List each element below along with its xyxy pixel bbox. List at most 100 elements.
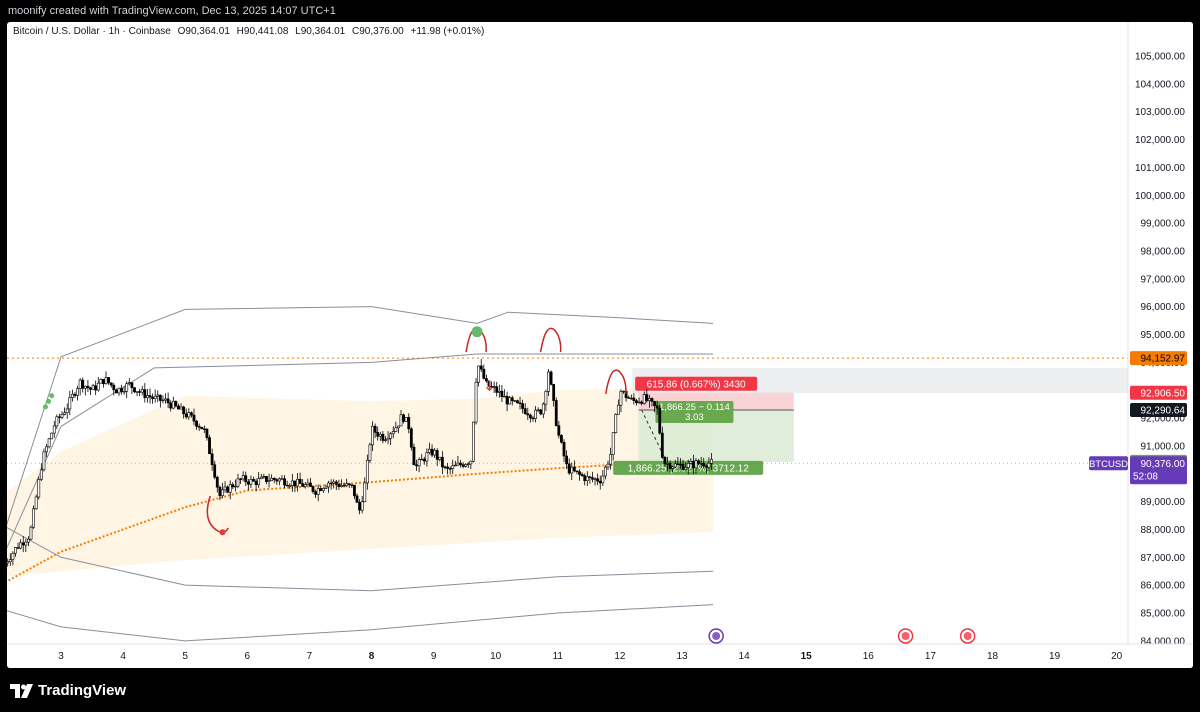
candle-body [254,480,258,486]
candle [453,460,457,467]
candle [37,476,41,500]
chart-panel[interactable]: 615.86 (0.667%) 3430 1,866.25 − 0.114 3.03… [7,22,1193,668]
us-event-flag-icon[interactable] [897,628,914,644]
candle-body [539,409,543,415]
candle [384,436,387,443]
price-label[interactable]: 92,290.64 [1130,402,1187,417]
us-event-flag-icon[interactable] [959,628,976,644]
candle-body [16,547,20,549]
candle [187,408,191,420]
annotation-marker[interactable] [471,326,483,338]
legend-low: L90,364.01 [295,26,346,37]
candle [270,474,274,482]
candle [596,473,600,486]
vwap-bands-layer [7,306,714,642]
candle-body [407,417,411,430]
position-center-text-2: 3.03 [685,412,704,423]
candle-body [73,393,77,396]
time-tick-label: 10 [490,651,502,662]
candle-body [399,414,403,427]
candle-body [521,403,525,409]
candle-body [151,396,154,399]
tradingview-logo[interactable]: TradingView [10,682,126,699]
candle [394,421,398,433]
price-label[interactable]: 92,906.50 [1130,385,1187,400]
candle [565,450,568,469]
candle-body [684,467,688,470]
candle [319,485,323,492]
price-tick-label: 89,000.00 [1141,497,1186,508]
candle [86,379,90,393]
candle-body [192,414,196,422]
last-price-bg [1130,456,1187,485]
candle [549,370,553,386]
candle [135,391,139,397]
candle-body [456,462,460,466]
candle [371,421,374,452]
price-label-text: 92,906.50 [1141,388,1186,399]
candle [296,473,299,492]
candle [280,475,284,480]
candle-body [130,382,134,388]
economic-event-icon[interactable] [708,628,724,644]
candle [464,463,468,468]
candle-body [461,464,465,467]
candle-body [114,389,118,394]
candle [671,465,675,472]
candle [425,448,429,467]
candle [585,471,589,487]
candle-body [272,478,276,480]
candle-body [479,365,483,370]
candle-body [510,397,514,401]
candle [153,389,157,403]
candle [120,384,123,395]
candle [422,456,426,465]
time-tick-label: 9 [431,651,437,662]
candle [73,391,77,399]
annotation-arc[interactable] [605,369,627,394]
candle [440,451,444,475]
position-stop-label[interactable]: 615.86 (0.667%) 3430 [635,376,758,391]
candle-body [490,386,493,388]
candle-body [277,478,281,482]
candle [14,546,17,557]
candle [355,493,359,503]
candle-body [283,478,286,486]
candle-body [221,489,224,496]
candle-body [146,395,149,399]
candle-body [319,488,323,491]
candle-body [358,502,361,511]
candle-body [280,478,284,480]
annotation-arrow[interactable] [485,380,493,392]
candle [205,428,209,441]
candle [601,470,605,486]
candle-body [640,401,644,404]
legend-close: C90,376.00 [352,26,404,37]
candle-body [311,486,315,492]
candle-body [239,478,242,480]
annotation-arc[interactable] [206,495,229,534]
annotation-arc[interactable] [539,327,562,353]
candle-body [63,412,67,415]
candle-body [252,479,255,482]
candle-body [570,466,574,474]
candle [332,479,336,489]
price-label[interactable]: 94,152.97 [1130,351,1187,366]
price-chart[interactable]: 615.86 (0.667%) 3430 1,866.25 − 0.1143.03… [7,22,1193,668]
candle [702,457,706,469]
candle [479,359,483,373]
time-tick-label: 6 [245,651,251,662]
candle [446,462,449,475]
candle-body [694,460,698,469]
candle [127,378,131,386]
candle-body [451,465,455,469]
candle [109,382,113,388]
candle-body [179,406,183,410]
candle [686,459,690,475]
candle-body [482,368,486,379]
candle-body [187,412,191,418]
candle [233,479,237,492]
annotation-marker[interactable] [219,529,226,536]
